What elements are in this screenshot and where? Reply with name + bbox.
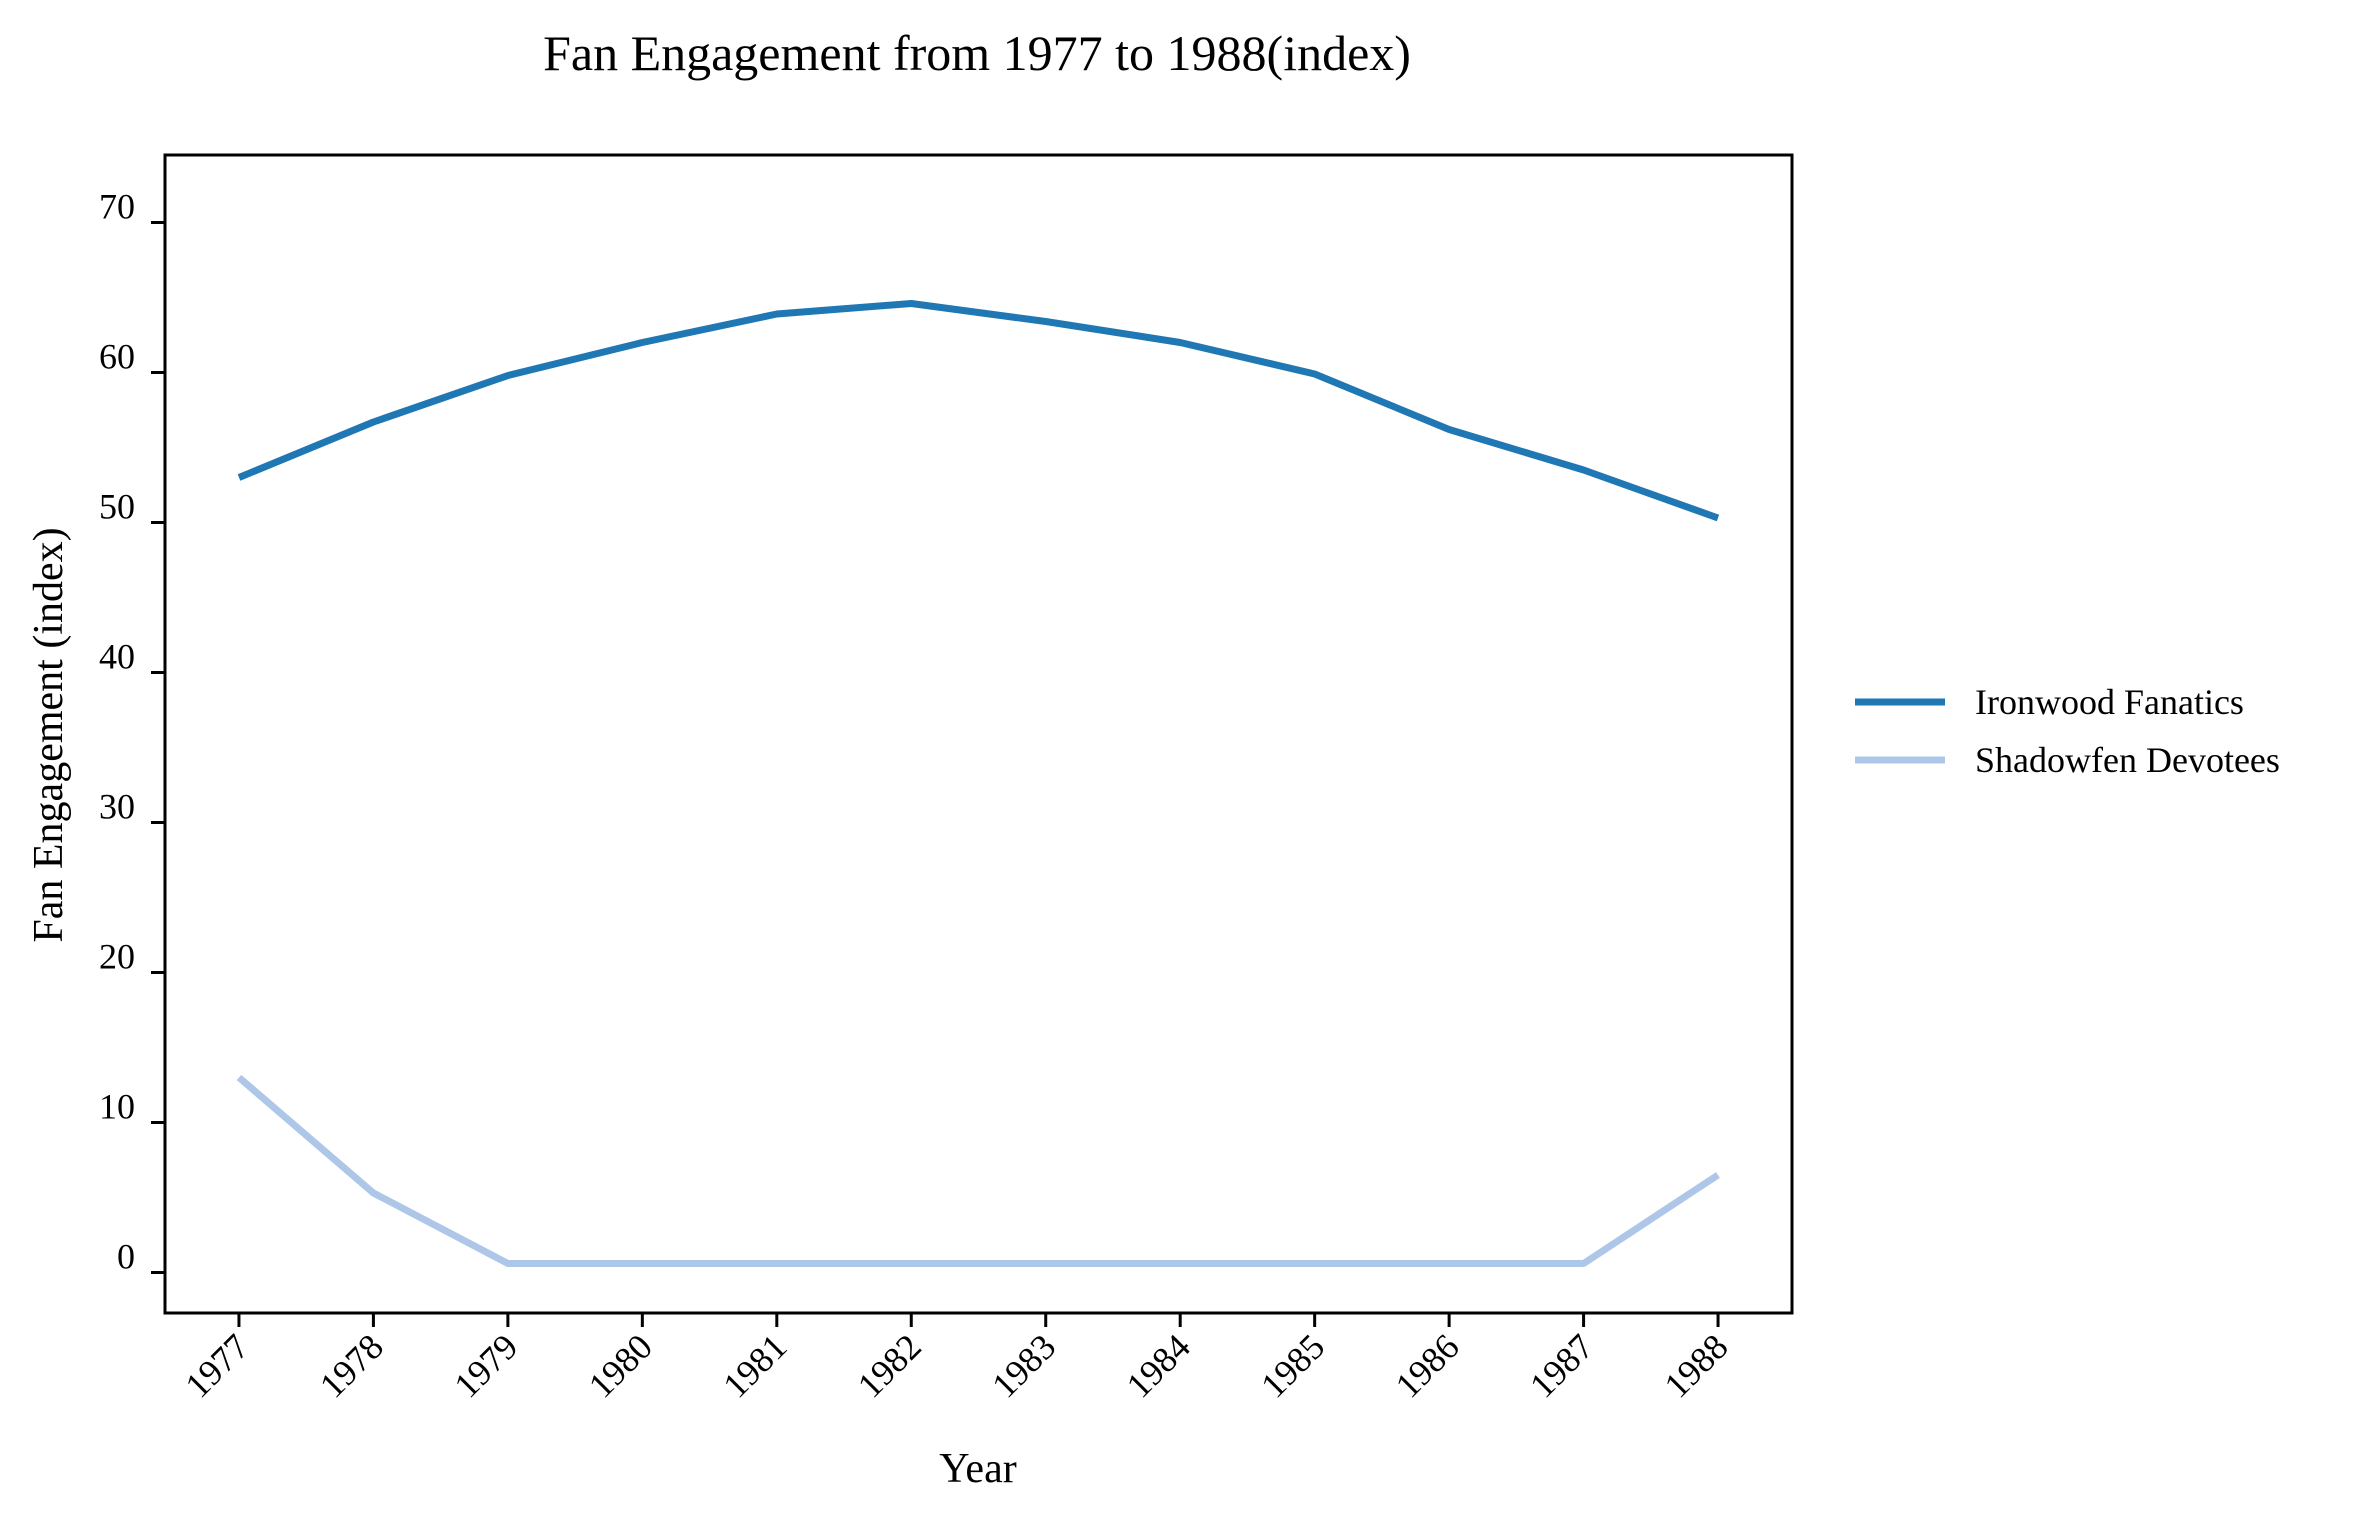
series-line-2 <box>236 1074 1720 1267</box>
y-tick-label: 20 <box>99 937 135 977</box>
legend-label: Shadowfen Devotees <box>1975 740 2280 780</box>
y-axis-label: Fan Engagement (index) <box>26 527 72 942</box>
x-tick-label: 1977 <box>177 1326 256 1405</box>
y-tick-label: 40 <box>99 637 135 677</box>
series-lines <box>236 300 1720 1267</box>
y-tick-label: 10 <box>99 1087 135 1127</box>
plot-area-frame <box>163 153 1794 1315</box>
legend: Ironwood Fanatics Shadowfen Devotees <box>1855 682 2280 780</box>
x-tick-label: 1983 <box>984 1326 1063 1405</box>
x-tick-label: 1982 <box>850 1326 929 1405</box>
y-tick-label: 60 <box>99 337 135 377</box>
x-axis: 1977 1978 1979 1980 1981 1982 1983 1984 1985 1986… <box>177 1313 1736 1406</box>
series-line-1 <box>237 300 1720 522</box>
x-tick-label: 1979 <box>446 1326 525 1405</box>
x-tick-label: 1988 <box>1657 1326 1736 1405</box>
y-tick-label: 70 <box>99 187 135 227</box>
x-tick-label: 1987 <box>1522 1326 1601 1405</box>
x-tick-label: 1978 <box>312 1326 391 1405</box>
legend-label: Ironwood Fanatics <box>1975 682 2244 722</box>
y-tick-label: 0 <box>117 1237 135 1277</box>
x-tick-label: 1985 <box>1253 1326 1332 1405</box>
x-tick-label: 1981 <box>715 1326 794 1405</box>
y-axis: 0 10 20 30 40 50 60 70 <box>99 187 165 1277</box>
x-tick-label: 1984 <box>1119 1326 1198 1405</box>
x-tick-label: 1980 <box>581 1326 660 1405</box>
y-tick-label: 30 <box>99 787 135 827</box>
chart-title: Fan Engagement from 1977 to 1988(index) <box>543 25 1411 81</box>
y-tick-label: 50 <box>99 487 135 527</box>
x-tick-label: 1986 <box>1388 1326 1467 1405</box>
x-axis-label: Year <box>939 1446 1016 1492</box>
